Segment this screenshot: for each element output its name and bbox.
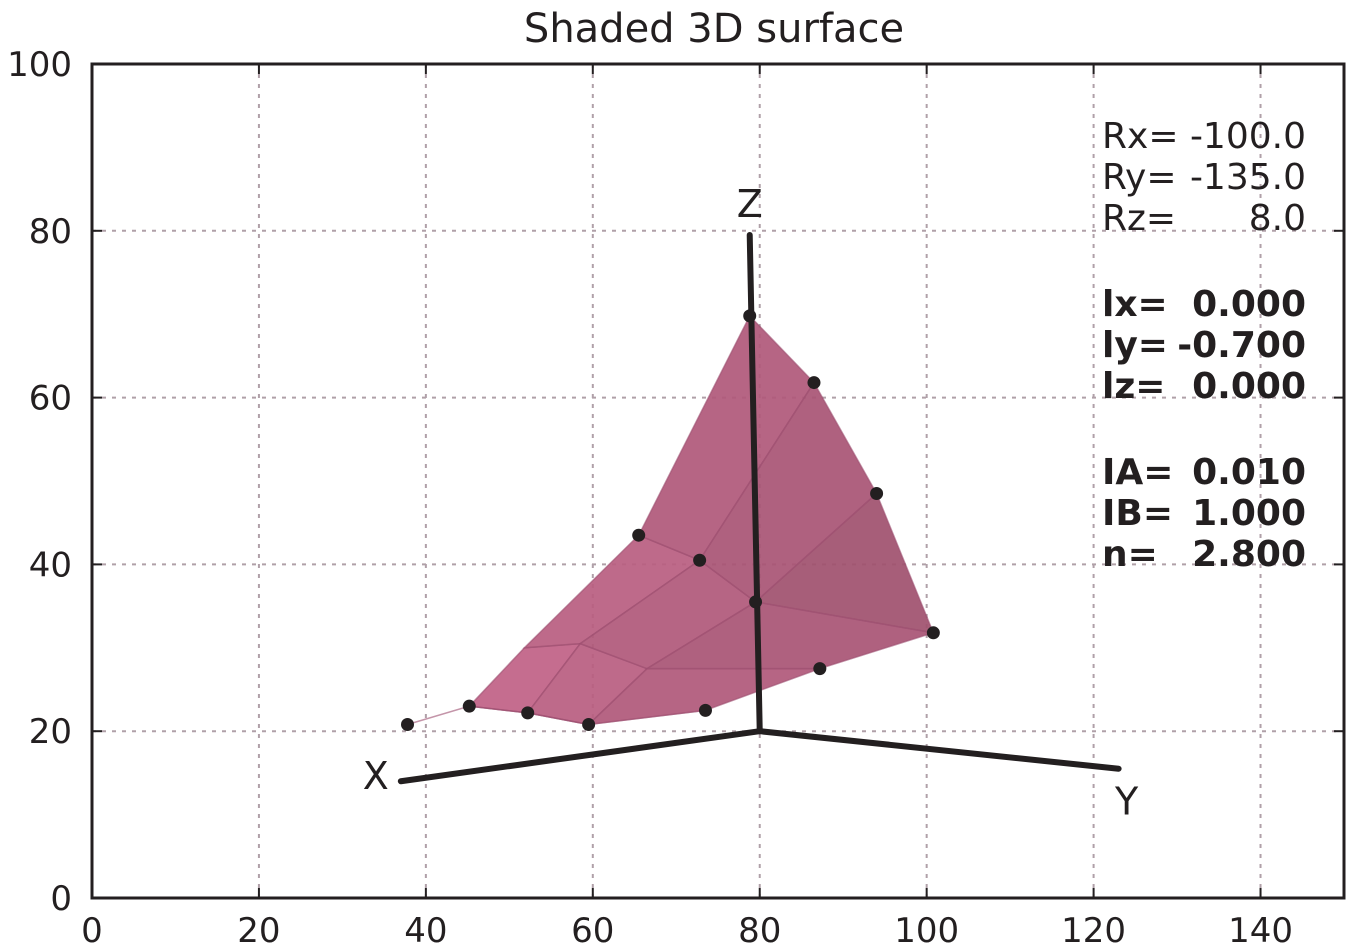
readout-label: ly= [1102, 325, 1168, 366]
y-tick-label: 100 [7, 45, 72, 85]
y-tick-label: 80 [29, 212, 72, 252]
parameter-readout: Rx= -100.0 Ry= -135.0 Rz= 8.0 lx= 0.000 ly= -0.70… [1102, 116, 1306, 575]
readout-value: 0.000 [1192, 366, 1306, 407]
light-readout: lx= 0.000 ly= -0.700 lz= 0.000 [1102, 284, 1306, 407]
y-tick-label: 40 [29, 545, 72, 585]
surface-point [926, 626, 940, 640]
readout-value: 2.800 [1192, 534, 1306, 575]
y-tick-label: 20 [29, 712, 72, 752]
surface-point [870, 487, 884, 501]
y-axis-name: Y [1114, 780, 1139, 824]
readout-label: n= [1102, 534, 1158, 575]
readout-label: lx= [1102, 284, 1168, 325]
x-tick-label: 60 [571, 911, 614, 951]
readout-label: Rz= [1102, 198, 1176, 239]
x-tick-label: 40 [404, 911, 447, 951]
x-tick-label: 120 [1061, 911, 1126, 951]
surface-point [521, 706, 535, 720]
readout-value: -135.0 [1190, 157, 1306, 198]
shaded-surface [407, 314, 935, 726]
x-axis-line [397, 728, 763, 785]
readout-value: -0.700 [1177, 325, 1306, 366]
y-axis-line [756, 728, 1122, 772]
x-tick-label: 80 [738, 911, 781, 951]
readout-value: -100.0 [1190, 116, 1306, 157]
surface-point [749, 595, 763, 609]
readout-value: 8.0 [1249, 198, 1306, 239]
readout-label: Rx= [1102, 116, 1178, 157]
y-tick-label: 0 [50, 879, 72, 919]
readout-label: IA= [1102, 452, 1173, 493]
surface-point [693, 553, 707, 567]
x-tick-label: 0 [81, 911, 103, 951]
surface-point [401, 718, 415, 732]
shading-params-readout: IA= 0.010 IB= 1.000 n= 2.800 [1102, 452, 1306, 575]
plot-frame [90, 62, 1346, 900]
x-tick-label: 20 [237, 911, 280, 951]
surface-patch [753, 492, 935, 634]
chart-title: Shaded 3D surface [524, 6, 904, 52]
readout-label: IB= [1102, 493, 1173, 534]
readout-label: lz= [1102, 366, 1165, 407]
surface-point [582, 718, 596, 732]
rotation-readout: Rx= -100.0 Ry= -135.0 Rz= 8.0 [1102, 116, 1306, 239]
z-axis-name: Z [737, 182, 763, 226]
readout-label: Ry= [1102, 157, 1177, 198]
tick-labels: 0 20 40 60 80 100 120 140 0 20 40 60 80 100 [7, 45, 1293, 951]
surface-point [632, 528, 646, 542]
surface-point [698, 703, 712, 717]
surface-point [462, 699, 476, 713]
readout-value: 0.010 [1192, 452, 1306, 493]
x-tick-label: 140 [1228, 911, 1293, 951]
readout-value: 0.000 [1192, 284, 1306, 325]
surface-point [807, 376, 821, 390]
y-tick-label: 60 [29, 379, 72, 419]
surface-point [813, 662, 827, 676]
x-tick-label: 100 [894, 911, 959, 951]
surface-point [743, 309, 757, 323]
readout-value: 1.000 [1192, 493, 1306, 534]
x-axis-name: X [363, 754, 389, 798]
surface-points [401, 309, 940, 732]
